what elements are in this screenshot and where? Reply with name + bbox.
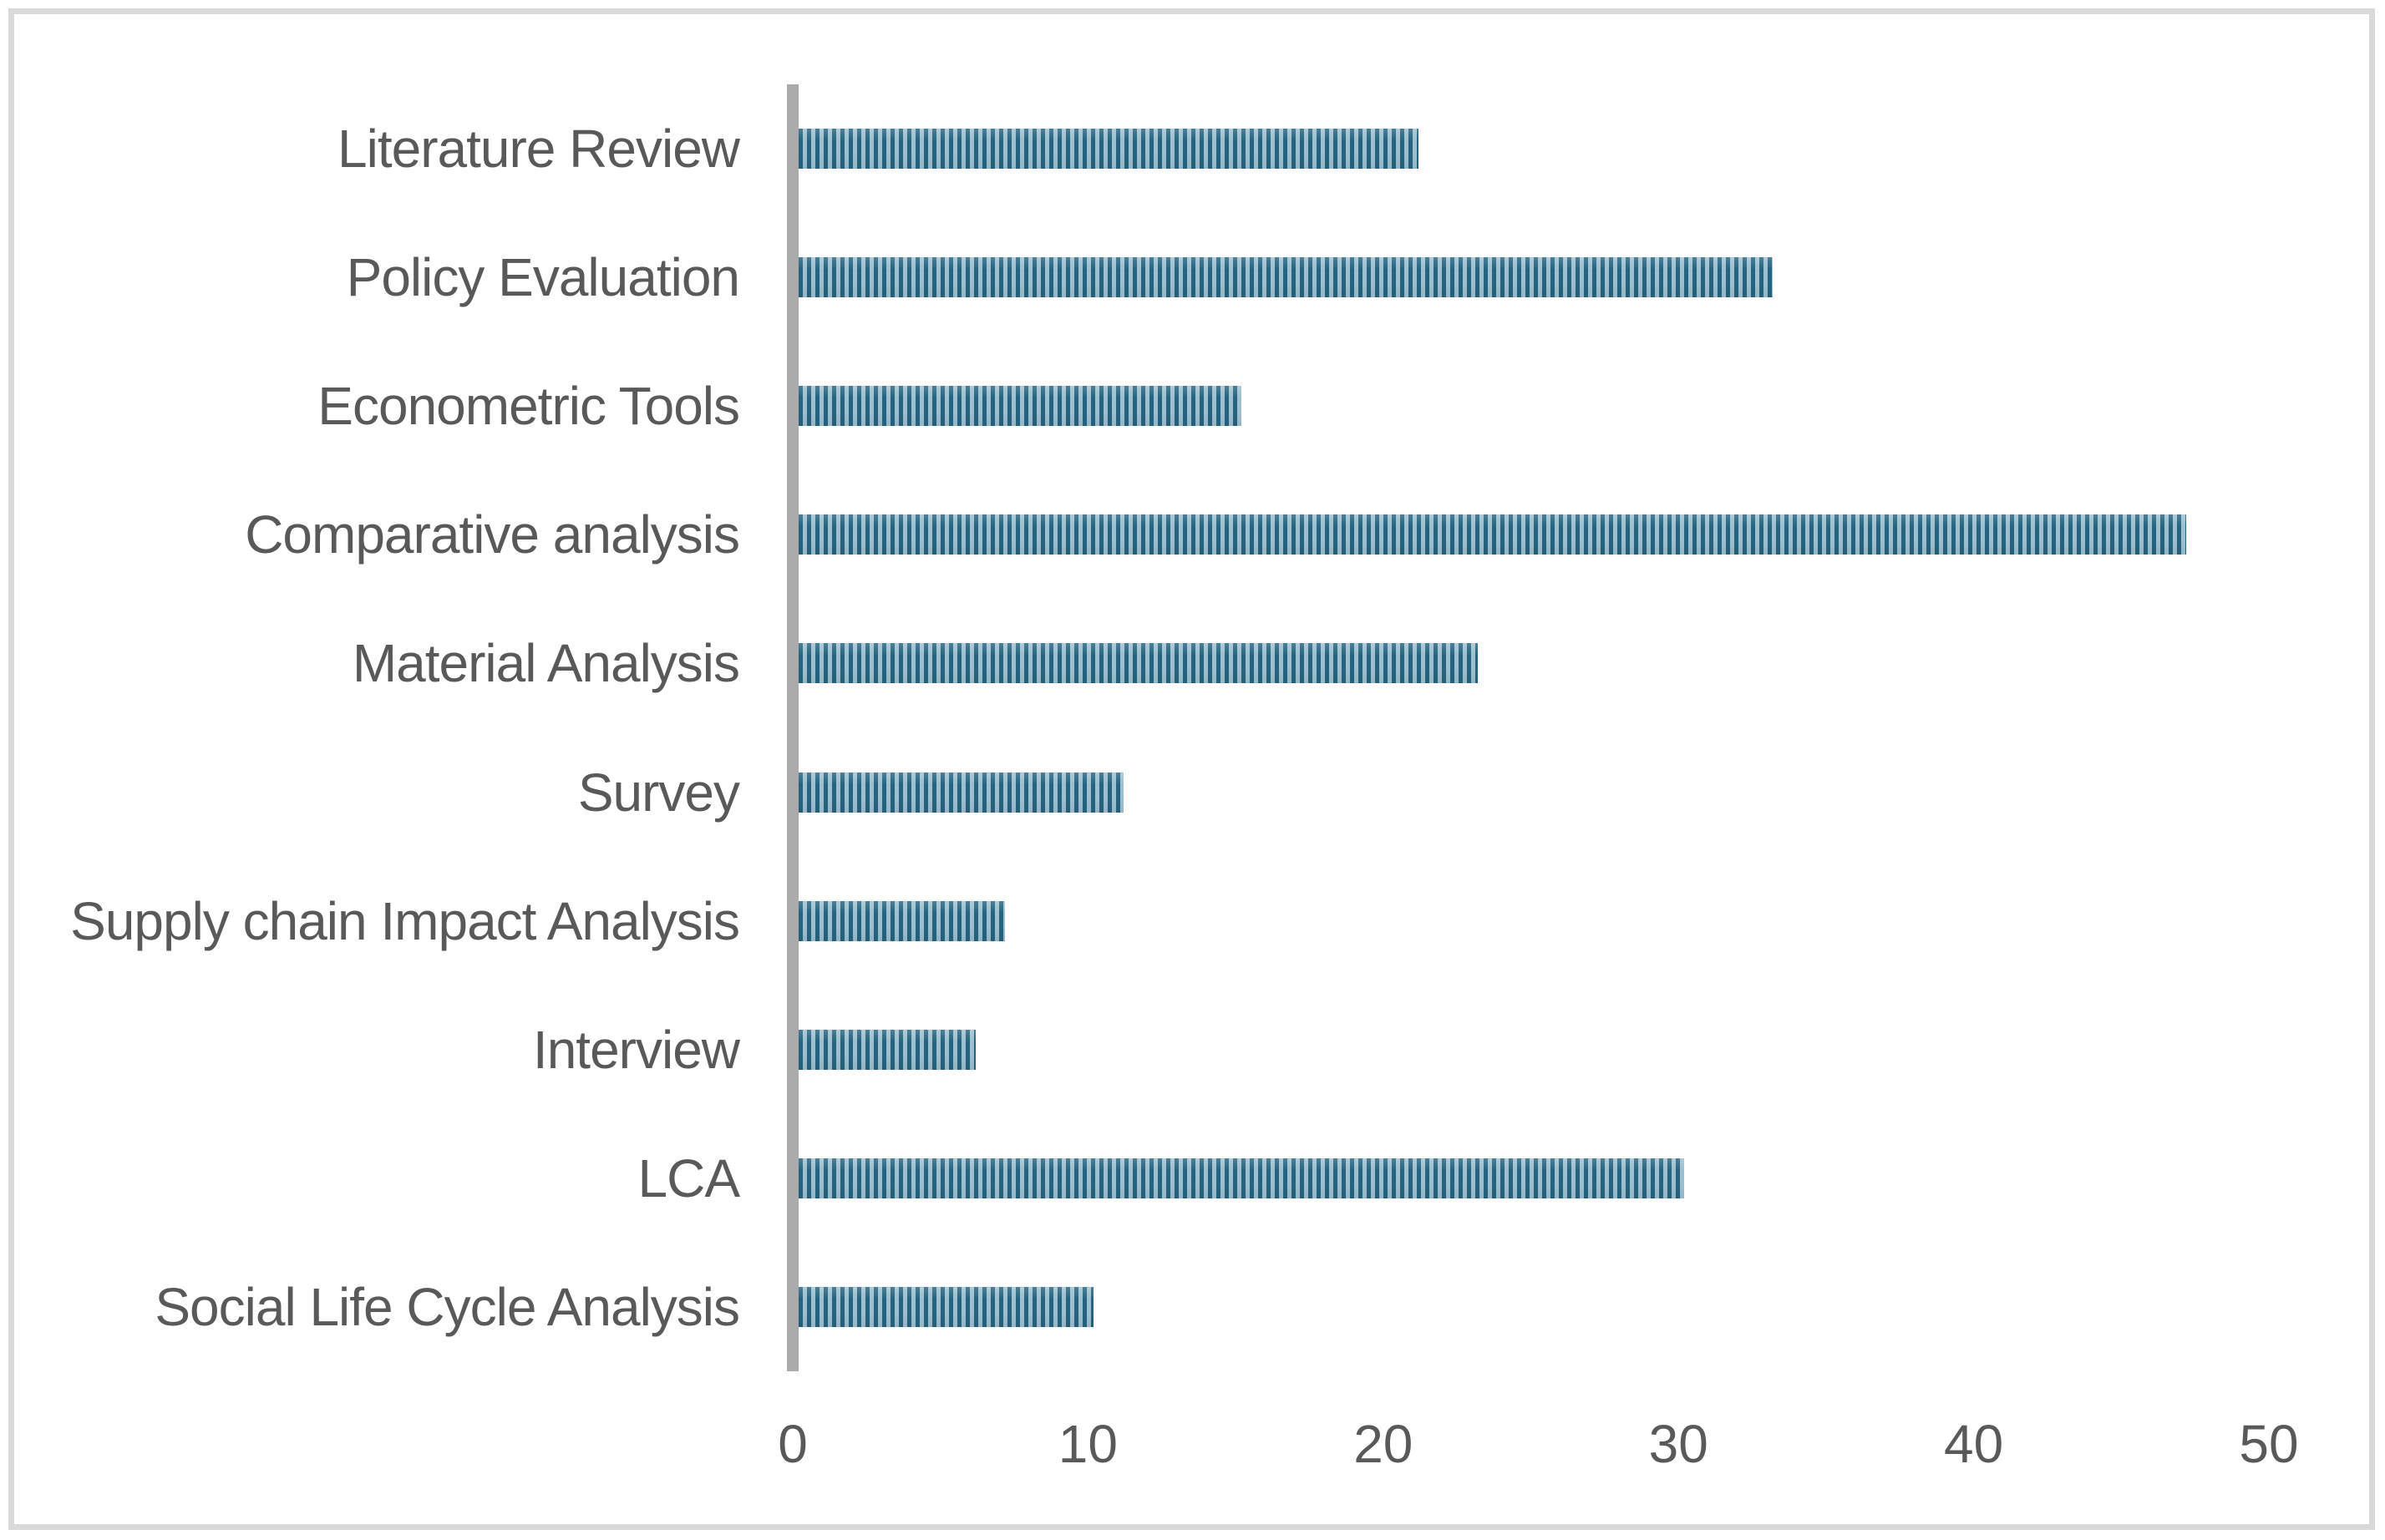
x-tick-label: 20 [1353, 1414, 1413, 1474]
bar-econometric-tools [799, 386, 1242, 427]
bar-interview [799, 1029, 977, 1070]
bar-literature-review [799, 129, 1419, 170]
category-label: LCA [637, 1147, 741, 1208]
chart-row: Survey [0, 728, 2385, 857]
bar-social-life-cycle-analysis [799, 1286, 1094, 1327]
x-tick-label: 0 [778, 1414, 808, 1474]
x-tick-label: 50 [2239, 1414, 2299, 1474]
bar-supply-chain-impact-analysis [799, 900, 1006, 941]
bar-comparative-analysis [799, 514, 2186, 555]
x-tick-label: 40 [1944, 1414, 2004, 1474]
value-axis-line [787, 84, 799, 1371]
chart-row: Material Analysis [0, 599, 2385, 727]
bar-survey [799, 772, 1124, 813]
chart-row: Econometric Tools [0, 342, 2385, 470]
chart-row: Social Life Cycle Analysis [0, 1243, 2385, 1371]
chart-row: Supply chain Impact Analysis [0, 857, 2385, 985]
category-label: Comparative analysis [245, 504, 740, 565]
plot-area: Literature Review Policy Evaluation Econom… [0, 84, 2385, 1371]
category-label: Supply chain Impact Analysis [70, 890, 740, 951]
category-label: Interview [532, 1019, 740, 1080]
category-label: Survey [577, 762, 740, 823]
bar-lca [799, 1158, 1685, 1198]
category-label: Material Analysis [352, 633, 740, 694]
x-axis-tick-labels: 0 10 20 30 40 50 [0, 1413, 2385, 1480]
category-label: Policy Evaluation [346, 247, 740, 308]
chart-row: Interview [0, 985, 2385, 1114]
chart-row: Comparative analysis [0, 470, 2385, 599]
bar-material-analysis [799, 643, 1478, 684]
x-tick-label: 30 [1648, 1414, 1708, 1474]
category-label: Econometric Tools [317, 376, 740, 437]
x-tick-label: 10 [1058, 1414, 1118, 1474]
category-label: Social Life Cycle Analysis [155, 1276, 740, 1337]
chart-frame [8, 8, 2375, 1530]
category-label: Literature Review [337, 119, 740, 180]
chart-row: LCA [0, 1114, 2385, 1243]
bar-policy-evaluation [799, 257, 1774, 298]
chart-row: Literature Review [0, 84, 2385, 213]
chart-row: Policy Evaluation [0, 213, 2385, 342]
